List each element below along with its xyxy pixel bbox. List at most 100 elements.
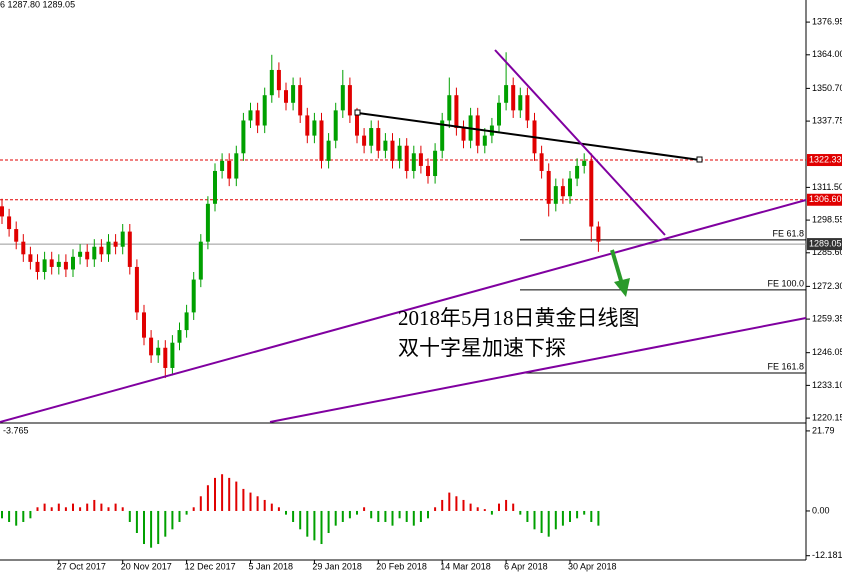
macd-bar	[498, 503, 500, 511]
macd-bar	[292, 510, 295, 522]
candle-body	[241, 120, 246, 154]
candle-body	[482, 135, 487, 146]
macd-bar	[270, 503, 273, 511]
candle-body	[14, 229, 19, 242]
macd-bar	[377, 510, 380, 522]
macd-bar	[277, 507, 280, 511]
macd-bar	[597, 510, 600, 526]
candle-body	[184, 312, 189, 331]
trend-line	[357, 112, 701, 161]
candle-body	[454, 95, 459, 129]
macd-bar	[36, 507, 39, 511]
y-tick-label: 21.79	[812, 425, 835, 435]
candle-body	[35, 261, 40, 272]
macd-bar	[476, 507, 479, 511]
macd-bar	[576, 510, 579, 519]
candle-body	[49, 259, 54, 267]
candle-body	[113, 241, 118, 247]
macd-bar	[8, 510, 11, 522]
macd-bar	[370, 510, 373, 519]
candle-body	[411, 153, 416, 171]
level-tag	[807, 193, 842, 206]
candle-body	[390, 140, 395, 161]
macd-bar	[490, 510, 493, 515]
y-tick-label: 1376.95	[812, 16, 842, 26]
candle-body	[213, 170, 217, 204]
y-tick-label: 1350.70	[812, 83, 842, 93]
y-tick-label: 1364.00	[812, 49, 842, 59]
macd-bar	[554, 510, 557, 530]
trend-handle	[696, 156, 703, 163]
y-tick-label: 1337.75	[812, 115, 842, 125]
candle-body	[21, 241, 26, 255]
arrow-shaft	[610, 249, 624, 285]
macd-bar	[22, 510, 25, 522]
candle-body	[255, 110, 260, 126]
candle-body	[525, 95, 530, 121]
y-tick-label: 1285.60	[812, 247, 842, 257]
candle-body	[539, 153, 544, 171]
candle-body	[475, 115, 480, 146]
candle-body	[560, 186, 565, 197]
macd-bar	[348, 510, 351, 519]
fib-label: FE 61.8	[772, 228, 804, 238]
macd-bar	[320, 510, 323, 545]
macd-bar	[391, 510, 394, 526]
macd-bar	[263, 499, 266, 511]
macd-bar	[249, 492, 252, 511]
candle-body	[340, 85, 345, 111]
candle-body	[589, 160, 594, 227]
trend-handle	[354, 109, 361, 116]
y-tick-label: 0.00	[812, 505, 830, 515]
candle-body	[127, 231, 132, 267]
x-tick-label: 20 Nov 2017	[121, 561, 172, 571]
annotation: 双十字星加速下探	[398, 336, 566, 360]
candle-body	[319, 120, 324, 161]
macd-bar	[405, 510, 408, 522]
macd-bar	[214, 477, 216, 511]
x-tick-label: 6 Apr 2018	[504, 561, 548, 571]
macd-bar	[128, 510, 131, 522]
x-tick-label: 14 Mar 2018	[440, 561, 491, 571]
fib-label: FE 100.0	[767, 278, 804, 288]
macd-bar	[143, 510, 145, 545]
macd-bar	[121, 507, 124, 511]
candle-body	[333, 110, 338, 141]
macd-bar	[135, 510, 138, 533]
macd-bar	[50, 507, 53, 511]
macd-bar	[519, 510, 522, 515]
macd-bar	[157, 510, 160, 545]
candle-body	[149, 337, 154, 356]
candle-body	[71, 256, 75, 270]
macd-bar	[29, 510, 32, 519]
x-tick-label: 12 Dec 2017	[185, 561, 236, 571]
macd-bar	[43, 503, 46, 511]
candle-body	[42, 259, 47, 272]
macd-bar	[341, 510, 344, 522]
macd-bar	[57, 503, 60, 511]
macd-bar	[171, 510, 174, 530]
candle-body	[28, 254, 33, 262]
macd-bar	[306, 510, 309, 537]
candle-body	[220, 160, 225, 171]
y-tick-label: 1298.55	[812, 214, 842, 224]
candle-body	[191, 279, 196, 313]
macd-bar	[363, 507, 366, 511]
macd-bar	[185, 510, 188, 515]
macd-bar	[398, 510, 401, 519]
macd-bar	[356, 510, 358, 515]
candle-body	[7, 216, 12, 230]
macd-bar	[1, 510, 3, 519]
macd-bar	[93, 499, 96, 511]
macd-bar	[100, 503, 103, 511]
candle-body	[504, 85, 509, 103]
macd-bar	[199, 496, 202, 511]
macd-bar	[583, 510, 586, 515]
candle-body	[298, 85, 303, 116]
candle-body	[92, 246, 97, 260]
macd-bar	[462, 499, 465, 511]
candle-body	[369, 128, 374, 146]
macd-bar	[235, 481, 238, 511]
